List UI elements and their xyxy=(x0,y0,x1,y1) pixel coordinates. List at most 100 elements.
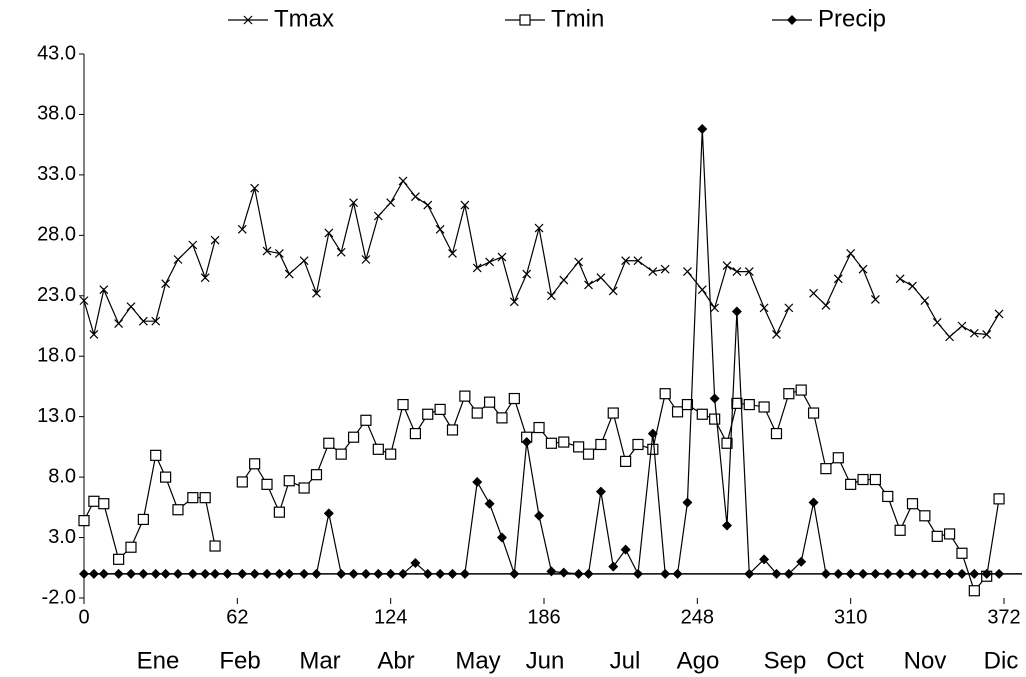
point xyxy=(696,408,708,420)
point xyxy=(796,556,807,567)
point xyxy=(222,568,233,579)
point xyxy=(744,267,754,277)
point xyxy=(471,407,483,419)
point xyxy=(758,401,770,413)
point xyxy=(732,267,742,277)
point xyxy=(237,224,247,234)
point xyxy=(385,568,396,579)
point xyxy=(236,476,248,488)
point xyxy=(956,547,968,559)
point xyxy=(386,198,396,208)
y-tick-label: -2.0 xyxy=(42,586,76,608)
point xyxy=(546,566,557,577)
point xyxy=(385,448,397,460)
point xyxy=(151,316,161,326)
point xyxy=(858,264,868,274)
month-label: Jun xyxy=(526,647,565,674)
point xyxy=(274,249,284,258)
month-label: Ene xyxy=(137,647,180,674)
point xyxy=(759,554,770,565)
point xyxy=(79,296,89,306)
point xyxy=(274,568,285,579)
point xyxy=(262,568,273,579)
point xyxy=(99,285,109,295)
point xyxy=(209,540,221,552)
point xyxy=(78,515,90,527)
legend-label: Precip xyxy=(818,5,886,32)
point xyxy=(821,301,831,310)
point xyxy=(671,406,684,418)
point xyxy=(460,200,470,210)
point xyxy=(435,568,446,579)
point xyxy=(410,557,421,568)
y-tick-label: 28.0 xyxy=(37,224,76,246)
point xyxy=(312,288,321,298)
point xyxy=(993,493,1005,505)
point xyxy=(172,504,184,516)
point xyxy=(583,568,594,579)
point xyxy=(188,240,198,250)
point xyxy=(621,256,631,266)
point xyxy=(783,388,795,400)
point xyxy=(324,228,334,238)
point xyxy=(361,255,371,264)
point xyxy=(682,497,693,508)
point xyxy=(160,471,172,483)
y-tick-label: 3.0 xyxy=(48,526,76,548)
point xyxy=(485,257,495,267)
point xyxy=(284,568,295,579)
x-tick-label: 124 xyxy=(374,606,407,628)
x-tick-label: 186 xyxy=(527,606,560,628)
point xyxy=(89,330,99,339)
point xyxy=(846,249,856,258)
point xyxy=(573,568,584,579)
month-label: Jul xyxy=(610,647,641,674)
point xyxy=(697,285,707,295)
point xyxy=(710,303,720,313)
point xyxy=(299,568,310,579)
point xyxy=(573,441,585,453)
point xyxy=(772,330,781,339)
point xyxy=(833,274,843,284)
point xyxy=(731,306,742,317)
point xyxy=(423,200,433,210)
point xyxy=(833,568,844,579)
point xyxy=(125,541,137,553)
point xyxy=(484,498,495,509)
point xyxy=(709,413,721,425)
point xyxy=(534,223,544,233)
legend-label: Tmax xyxy=(274,5,334,32)
point xyxy=(114,319,124,329)
point xyxy=(422,408,434,420)
point xyxy=(410,192,420,202)
month-label: Abr xyxy=(377,647,414,674)
point xyxy=(448,249,457,258)
point xyxy=(783,568,794,579)
y-tick-label: 13.0 xyxy=(37,405,76,427)
point xyxy=(546,291,556,301)
point xyxy=(261,478,273,490)
point xyxy=(422,568,433,579)
point xyxy=(743,398,755,411)
series-line xyxy=(84,128,1000,576)
point xyxy=(113,568,124,579)
point xyxy=(647,443,659,455)
month-label: Ago xyxy=(677,647,720,674)
point xyxy=(559,275,569,285)
point xyxy=(932,568,943,579)
point xyxy=(770,427,783,440)
point xyxy=(398,176,408,186)
point xyxy=(262,246,272,256)
point xyxy=(648,267,658,277)
point xyxy=(744,568,755,579)
point xyxy=(323,508,334,519)
point xyxy=(981,568,992,579)
point xyxy=(945,332,955,342)
point xyxy=(347,431,360,443)
point xyxy=(931,530,943,542)
point xyxy=(521,437,532,448)
month-label: Feb xyxy=(219,647,260,674)
point xyxy=(596,273,606,283)
point xyxy=(809,288,818,298)
point xyxy=(906,498,919,510)
